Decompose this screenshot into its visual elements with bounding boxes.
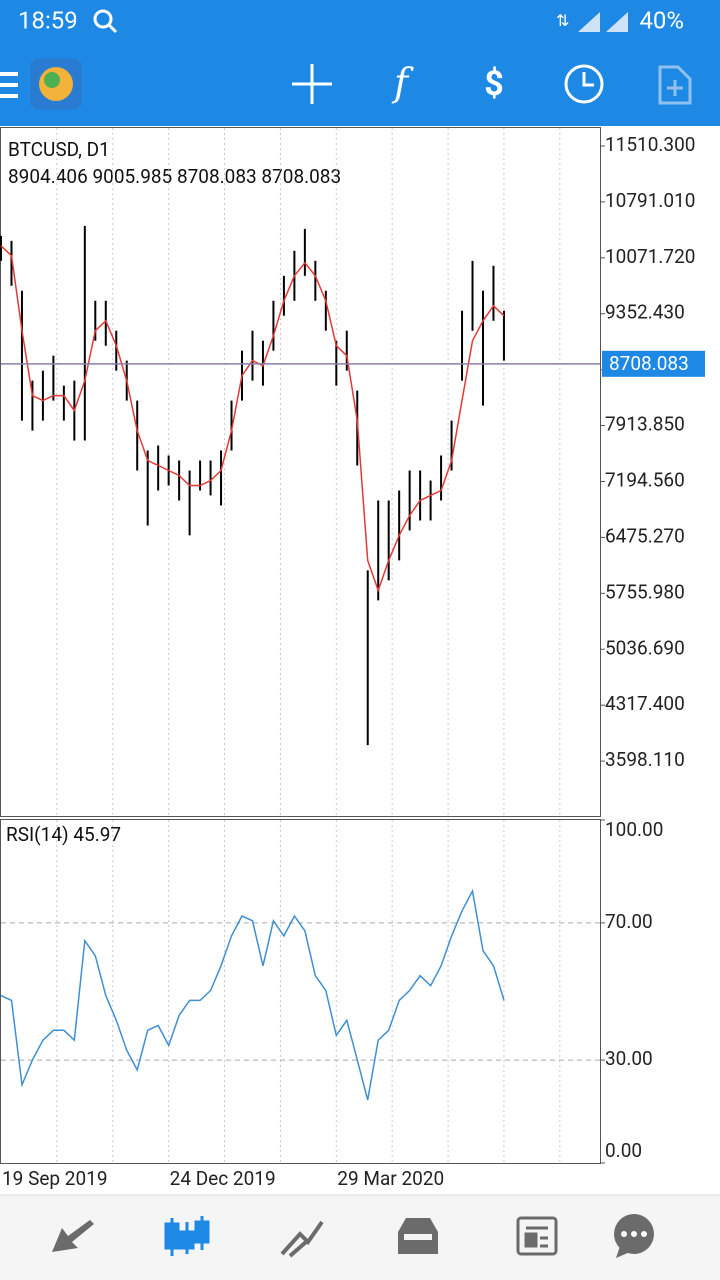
app-logo[interactable] bbox=[30, 58, 82, 110]
y-tick-label: 7194.560 bbox=[605, 469, 685, 492]
crosshair-button[interactable] bbox=[292, 64, 332, 104]
y-tick-label: 0.00 bbox=[605, 1139, 642, 1162]
signal-icons: ⇅ bbox=[556, 11, 628, 32]
status-time: 18:59 bbox=[18, 6, 78, 34]
y-tick-label: 9352.430 bbox=[605, 301, 685, 324]
y-tick-label: 7913.850 bbox=[605, 413, 685, 436]
y-tick-label: 10071.720 bbox=[605, 245, 695, 268]
rsi-panel-frame bbox=[0, 819, 601, 1164]
x-tick-label: 24 Dec 2019 bbox=[170, 1167, 276, 1190]
search-icon bbox=[93, 9, 118, 34]
y-tick-label: 5036.690 bbox=[605, 636, 685, 659]
y-tick-label: 3598.110 bbox=[605, 748, 685, 771]
quotes-tab[interactable] bbox=[52, 1220, 94, 1252]
trade-button[interactable]: $ bbox=[484, 64, 504, 104]
chat-tab[interactable] bbox=[614, 1214, 654, 1258]
y-tick-label: 5755.980 bbox=[605, 580, 685, 603]
news-tab[interactable] bbox=[516, 1216, 558, 1256]
x-tick-label: 29 Mar 2020 bbox=[337, 1167, 444, 1190]
app-bar bbox=[0, 0, 720, 126]
new-order-button[interactable] bbox=[658, 65, 692, 105]
bottom-nav bbox=[0, 1195, 720, 1280]
y-tick-label: 100.00 bbox=[605, 818, 663, 841]
y-tick-label: 11510.300 bbox=[605, 133, 695, 156]
y-tick-label: 10791.010 bbox=[605, 189, 695, 212]
price-panel-frame bbox=[0, 127, 601, 817]
last-price-label: 8708.083 bbox=[609, 352, 689, 375]
y-tick-label: 6475.270 bbox=[605, 524, 685, 547]
last-price-tag bbox=[602, 350, 705, 377]
svg-text:⇅: ⇅ bbox=[556, 11, 569, 30]
menu-button[interactable] bbox=[0, 72, 18, 98]
symbol-title: BTCUSD, D1 bbox=[8, 138, 110, 161]
x-tick-label: 19 Sep 2019 bbox=[2, 1167, 108, 1190]
y-tick-label: 70.00 bbox=[605, 910, 653, 933]
history-tab[interactable] bbox=[398, 1218, 438, 1254]
y-tick-label: 4317.400 bbox=[605, 692, 685, 715]
trade-tab[interactable] bbox=[280, 1220, 324, 1258]
chart-tab[interactable] bbox=[164, 1216, 210, 1256]
battery-level: 40% bbox=[639, 6, 684, 34]
rsi-title: RSI(14) 45.97 bbox=[6, 823, 121, 846]
ohlc-values: 8904.406 9005.985 8708.083 8708.083 bbox=[8, 165, 341, 188]
moving-average bbox=[0, 245, 505, 593]
y-tick-label: 30.00 bbox=[605, 1047, 653, 1070]
timeframe-button[interactable] bbox=[564, 64, 604, 104]
rsi-line bbox=[0, 888, 505, 1101]
